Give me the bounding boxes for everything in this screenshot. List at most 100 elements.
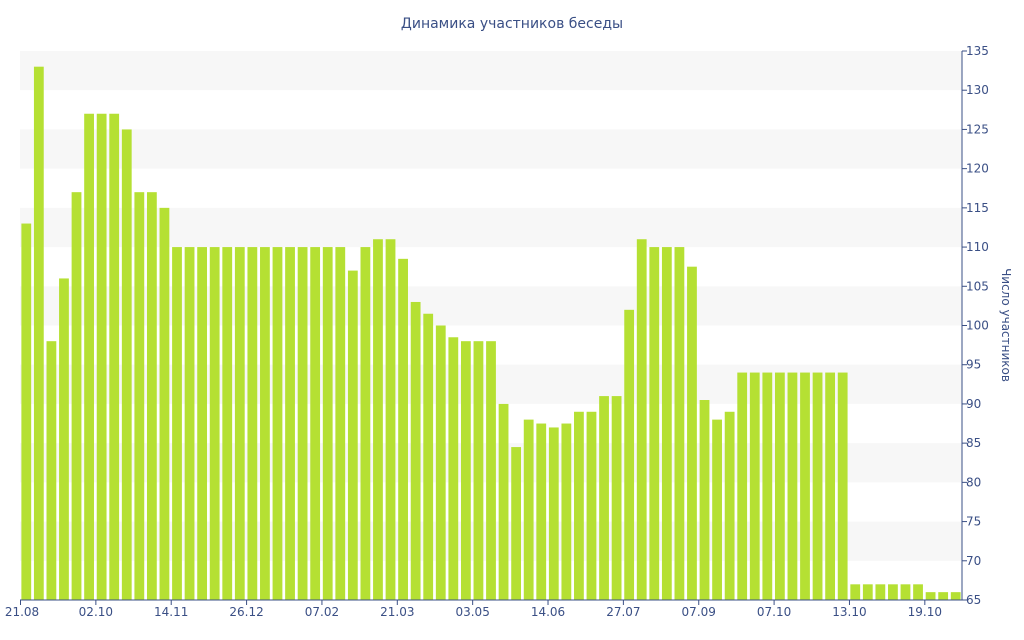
- grid-band: [20, 129, 962, 169]
- x-axis-ticks: 21.08 02.10 14.11 26.12 07.02 21.03 03.05 14.06…: [5, 600, 942, 619]
- bar: [260, 247, 270, 601]
- bar: [624, 309, 635, 600]
- bar: [787, 372, 798, 600]
- bar: [335, 247, 346, 601]
- bar: [310, 247, 321, 601]
- bar: [197, 247, 208, 601]
- bar: [523, 419, 534, 600]
- bar: [423, 313, 434, 600]
- bar: [385, 239, 396, 600]
- bar: [360, 247, 371, 601]
- bar: [84, 113, 94, 600]
- bar: [59, 278, 69, 600]
- x-tick-label: 03.05: [455, 605, 489, 619]
- bar: [938, 592, 949, 600]
- x-tick-label: 26.12: [229, 605, 263, 619]
- bar: [812, 372, 823, 600]
- bar: [548, 427, 559, 600]
- bar: [800, 372, 810, 600]
- y-tick-label: 75: [966, 515, 981, 529]
- x-tick-label: 21.03: [380, 605, 414, 619]
- bar: [134, 192, 145, 600]
- x-tick-label: 14.06: [531, 605, 565, 619]
- y-axis-label: Число участников: [999, 268, 1013, 382]
- bar: [222, 247, 233, 601]
- bar: [209, 247, 220, 601]
- bar: [33, 66, 44, 600]
- bar: [687, 266, 697, 600]
- bar: [172, 247, 182, 601]
- y-axis-ticks: 65 70 75 80 85 90 95 100 105 110 115 120 125 130 135: [962, 44, 989, 607]
- y-tick-label: 80: [966, 475, 981, 489]
- chart-title: Динамика участников беседы: [401, 16, 623, 32]
- x-tick-label: 27.07: [606, 605, 640, 619]
- y-tick-label: 95: [966, 358, 981, 372]
- y-tick-label: 105: [966, 279, 989, 293]
- bar: [109, 113, 120, 600]
- bar: [71, 192, 82, 600]
- y-tick-label: 70: [966, 554, 981, 568]
- bar: [247, 247, 258, 601]
- bar: [285, 247, 295, 601]
- y-tick-label: 90: [966, 397, 981, 411]
- bar: [749, 372, 760, 600]
- bar: [699, 400, 710, 600]
- bar: [825, 372, 836, 600]
- y-tick-label: 110: [966, 240, 989, 254]
- y-tick-label: 115: [966, 201, 989, 215]
- bar: [159, 207, 170, 600]
- bar: [649, 247, 660, 601]
- bar: [586, 411, 597, 600]
- bar: [762, 372, 773, 600]
- bar: [724, 411, 735, 600]
- bar: [536, 423, 547, 600]
- bar: [410, 301, 421, 600]
- y-tick-label: 120: [966, 162, 989, 176]
- bar: [435, 325, 446, 600]
- bar: [184, 247, 195, 601]
- y-tick-label: 130: [966, 83, 989, 97]
- y-tick-label: 85: [966, 436, 981, 450]
- bar: [636, 239, 647, 600]
- bar: [574, 411, 584, 600]
- bar: [398, 258, 408, 600]
- x-tick-label: 19.10: [908, 605, 942, 619]
- bar: [599, 396, 609, 600]
- bar: [486, 341, 496, 600]
- bar: [234, 247, 245, 601]
- bar: [511, 447, 522, 600]
- bar: [272, 247, 283, 601]
- bar: [774, 372, 785, 600]
- x-tick-label: 02.10: [79, 605, 113, 619]
- bar: [96, 113, 107, 600]
- bar: [950, 592, 961, 600]
- bar: [888, 584, 898, 600]
- y-tick-label: 65: [966, 593, 981, 607]
- bar: [146, 192, 157, 600]
- bar: [561, 423, 572, 600]
- bar: [674, 247, 685, 601]
- bar: [473, 341, 484, 600]
- bars-group: [21, 66, 961, 601]
- y-tick-label: 125: [966, 122, 989, 136]
- bar: [875, 584, 886, 600]
- x-tick-label: 14.11: [154, 605, 188, 619]
- bar: [46, 341, 57, 600]
- x-tick-label: 07.09: [682, 605, 716, 619]
- bar: [347, 270, 358, 600]
- y-tick-label: 100: [966, 319, 989, 333]
- bar: [373, 239, 383, 600]
- bar: [297, 247, 308, 601]
- x-tick-label: 07.10: [757, 605, 791, 619]
- bar: [322, 247, 333, 601]
- x-tick-label: 21.08: [5, 605, 39, 619]
- bar: [448, 337, 459, 600]
- bar: [21, 223, 32, 601]
- bar: [460, 341, 471, 600]
- y-tick-label: 135: [966, 44, 989, 58]
- x-tick-label: 13.10: [832, 605, 866, 619]
- bar: [837, 372, 848, 600]
- bar: [121, 129, 132, 600]
